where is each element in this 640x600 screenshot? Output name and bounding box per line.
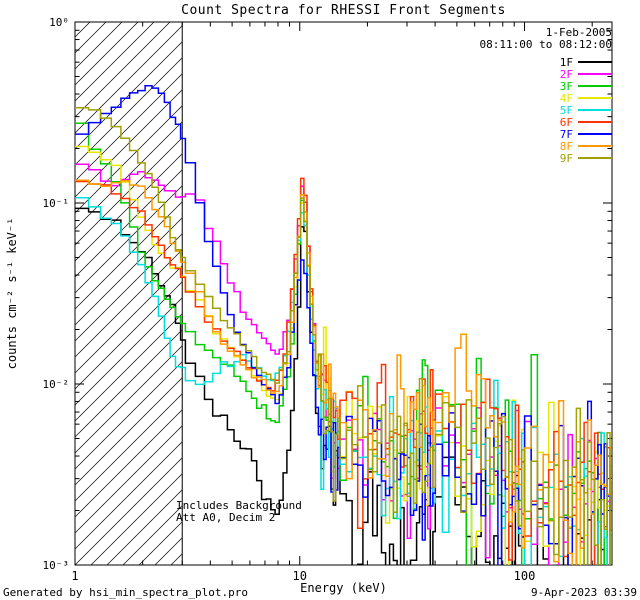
legend-item-6f: 6F: [559, 115, 612, 129]
series-line-5F: [75, 197, 612, 565]
series-line-8F: [75, 179, 612, 565]
legend-item-7f: 7F: [559, 127, 612, 141]
x-tick-label: 1: [71, 569, 78, 583]
observation-date: 1-Feb-2005: [545, 26, 612, 39]
legend-line-swatch: [578, 97, 612, 99]
observation-time-range: 08:11:00 to 08:12:00: [479, 38, 612, 51]
series-line-7F: [75, 84, 612, 565]
legend-item-1f: 1F: [559, 55, 612, 69]
series-line-6F: [75, 177, 612, 565]
legend-line-swatch: [578, 73, 612, 75]
x-axis-label: Energy (keV): [300, 581, 387, 595]
plot-frame: [74, 21, 613, 566]
legend-label: 8F: [559, 139, 573, 153]
series-group: [75, 84, 612, 565]
legend-label: 5F: [559, 103, 573, 117]
legend-line-swatch: [578, 133, 612, 135]
legend-label: 2F: [559, 67, 573, 81]
legend-line-swatch: [578, 61, 612, 63]
chart-title: Count Spectra for RHESSI Front Segments: [181, 3, 506, 18]
y-tick-label: 10⁻³: [43, 559, 70, 572]
legend-line-swatch: [578, 145, 612, 147]
x-tick-label: 10: [293, 569, 307, 583]
legend-label: 4F: [559, 91, 573, 105]
annotation-includes-background: Includes Background: [176, 499, 302, 512]
legend-item-2f: 2F: [559, 67, 612, 81]
annotation-att-decim: Att A0, Decim 2: [176, 511, 276, 524]
legend-line-swatch: [578, 85, 612, 87]
generated-by-text: Generated by hsi_min_spectra_plot.pro: [3, 586, 249, 599]
legend: 1F 2F 3F 4F 5F 6F 7F 8F 9F: [559, 55, 612, 165]
y-tick-label: 10⁰: [49, 16, 69, 29]
x-tick-label: 100: [514, 569, 536, 583]
legend-item-3f: 3F: [559, 79, 612, 93]
series-line-9F: [75, 106, 611, 565]
y-tick-label: 10⁻¹: [43, 197, 70, 210]
legend-label: 9F: [559, 151, 573, 165]
hatched-region: [75, 22, 183, 565]
legend-item-9f: 9F: [559, 151, 612, 165]
legend-label: 7F: [559, 127, 573, 141]
legend-line-swatch: [578, 109, 612, 111]
plot-annotations: Includes Background Att A0, Decim 2: [176, 500, 302, 524]
legend-item-5f: 5F: [559, 103, 612, 117]
render-timestamp: 9-Apr-2023 03:39: [531, 586, 637, 599]
legend-label: 3F: [559, 79, 573, 93]
y-axis-label: counts cm⁻² s⁻¹ keV⁻¹: [5, 218, 19, 370]
legend-item-4f: 4F: [559, 91, 612, 105]
legend-label: 1F: [559, 55, 573, 69]
legend-line-swatch: [578, 121, 612, 123]
observation-datetime: 1-Feb-2005 08:11:00 to 08:12:00: [480, 27, 612, 51]
y-tick-label: 10⁻²: [43, 378, 70, 391]
legend-item-8f: 8F: [559, 139, 612, 153]
legend-label: 6F: [559, 115, 573, 129]
legend-line-swatch: [578, 157, 612, 159]
